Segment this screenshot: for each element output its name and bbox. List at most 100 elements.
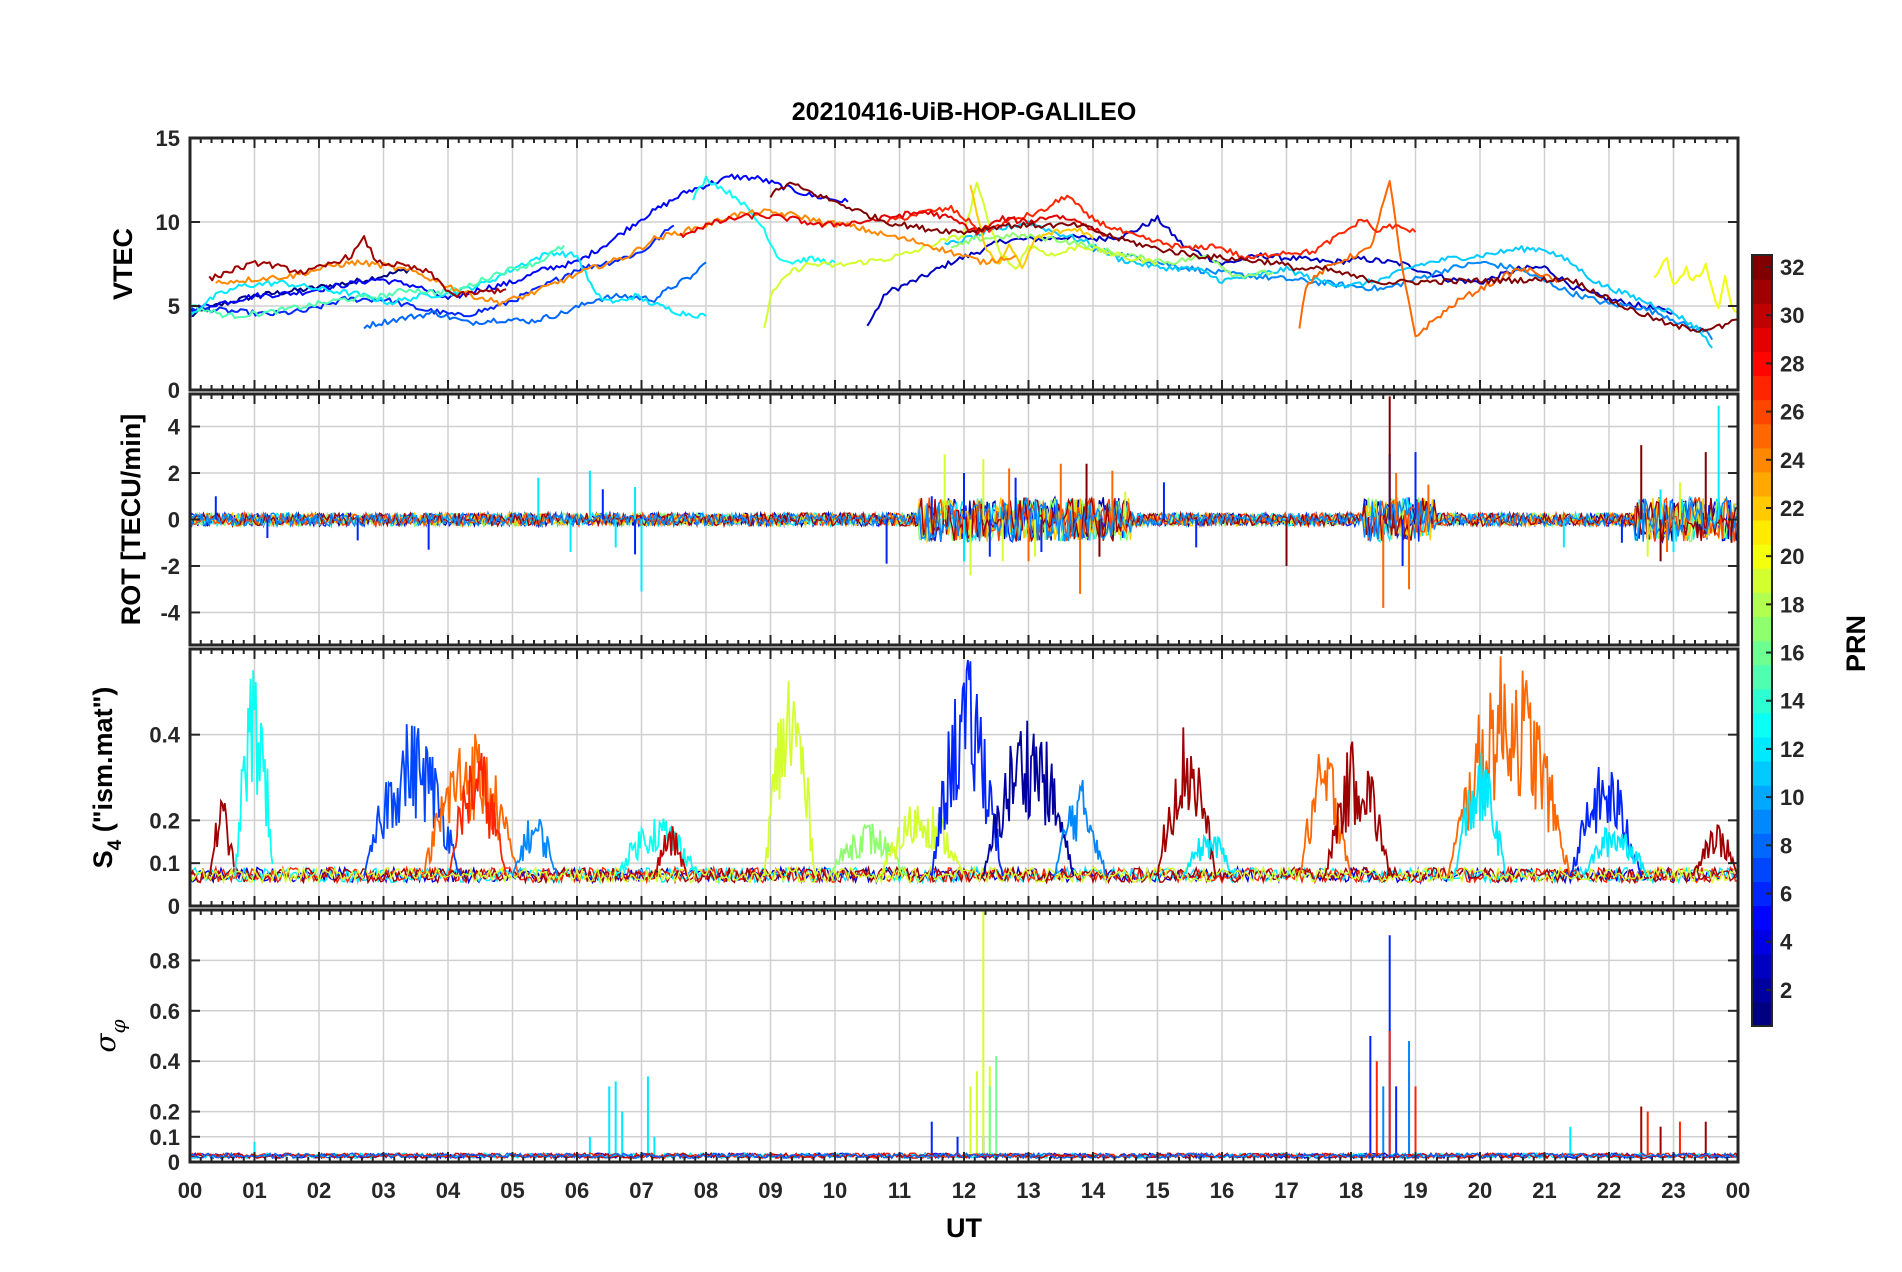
x-axis: 00 01 02 03 04 05 06 07 08 09 10 11 12 13 14 15 16 17 18 19… bbox=[178, 1178, 1750, 1203]
colorbar-swatch bbox=[1752, 929, 1772, 955]
x-tick-label: 18 bbox=[1339, 1178, 1363, 1203]
x-tick-label: 07 bbox=[629, 1178, 653, 1203]
vtec-line-prn-32 bbox=[769, 181, 1738, 333]
s4-burst-prn-6 bbox=[930, 659, 1004, 877]
s4-burst-prn-13 bbox=[234, 670, 274, 877]
x-tick-label: 10 bbox=[823, 1178, 847, 1203]
s4-burst-prn-30 bbox=[653, 826, 688, 877]
vtec-line-prn-5 bbox=[190, 173, 849, 313]
s4-burst-prn-6 bbox=[1569, 766, 1643, 877]
x-tick-label: 00 bbox=[1726, 1178, 1750, 1203]
colorbar-tick-label: 30 bbox=[1780, 303, 1804, 328]
y-tick-label: 15 bbox=[156, 126, 180, 151]
s4-burst-prn-25 bbox=[1446, 656, 1572, 877]
y-tick-label: 2 bbox=[168, 461, 180, 486]
colorbar-tick-label: 2 bbox=[1780, 978, 1792, 1003]
s4-burst-prn-12 bbox=[1182, 833, 1236, 877]
chart-title: 20210416-UiB-HOP-GALILEO bbox=[792, 98, 1137, 126]
colorbar-swatch bbox=[1752, 760, 1772, 786]
colorbar-swatch bbox=[1752, 664, 1772, 690]
colorbar-swatch bbox=[1752, 399, 1772, 425]
colorbar-swatch bbox=[1752, 495, 1772, 521]
panel-s4: 0 0.1 0.2 0.4 S4 ("ism.mat") bbox=[88, 647, 1740, 919]
colorbar-label: PRN bbox=[1841, 615, 1871, 672]
x-tick-label: 03 bbox=[371, 1178, 395, 1203]
s4-burst-prn-9 bbox=[511, 818, 559, 877]
colorbar-frame bbox=[1751, 254, 1773, 1027]
x-tick-label: 19 bbox=[1403, 1178, 1427, 1203]
x-tick-label: 11 bbox=[888, 1178, 911, 1203]
y-tick-label: 0.2 bbox=[149, 808, 180, 833]
series-group bbox=[190, 396, 1737, 608]
y-tick-label: 0.2 bbox=[149, 1100, 180, 1125]
x-tick-label: 17 bbox=[1274, 1178, 1298, 1203]
s4-burst-prn-31 bbox=[1156, 727, 1217, 877]
s4-burst-prn-12 bbox=[1582, 826, 1649, 877]
colorbar-swatch bbox=[1752, 785, 1772, 810]
x-tick-label: 14 bbox=[1081, 1178, 1106, 1203]
x-tick-label: 15 bbox=[1145, 1178, 1169, 1203]
y-tick-label: 0.4 bbox=[149, 723, 180, 748]
colorbar-tick-label: 20 bbox=[1780, 544, 1804, 569]
x-tick-label: 12 bbox=[952, 1178, 976, 1203]
colorbar-swatch bbox=[1752, 375, 1772, 401]
s4-burst-prn-25 bbox=[421, 733, 520, 877]
colorbar-tick-label: 24 bbox=[1780, 448, 1805, 473]
s4-burst-prn-19 bbox=[879, 805, 965, 877]
x-tick-label: 16 bbox=[1210, 1178, 1234, 1203]
vtec-line-prn-12 bbox=[190, 250, 707, 319]
vtec-line-prn-15 bbox=[190, 244, 565, 320]
colorbar-tick-label: 32 bbox=[1780, 255, 1804, 280]
colorbar-swatch bbox=[1752, 712, 1772, 738]
colorbar-tick-label: 26 bbox=[1780, 400, 1804, 425]
colorbar-swatch bbox=[1752, 255, 1772, 280]
y-tick-label: 0.8 bbox=[149, 948, 180, 973]
panel-rot: -4 -2 0 2 4 ROT [TECU/min] bbox=[116, 392, 1740, 647]
colorbar-swatch bbox=[1752, 977, 1772, 1003]
y-tick-label: 5 bbox=[168, 294, 180, 319]
vtec-line-prn-20 bbox=[1653, 256, 1738, 314]
colorbar-tick-label: 18 bbox=[1780, 592, 1804, 617]
vtec-line-prn-27 bbox=[885, 194, 1417, 260]
x-tick-label: 13 bbox=[1016, 1178, 1040, 1203]
x-tick-label: 02 bbox=[307, 1178, 331, 1203]
x-axis-label: UT bbox=[946, 1213, 982, 1243]
vtec-line-prn-24 bbox=[215, 208, 1017, 307]
s4-burst-prn-31 bbox=[208, 798, 235, 877]
y-tick-label: -2 bbox=[160, 554, 180, 579]
s4-burst-prn-9 bbox=[1053, 779, 1107, 877]
vtec-line-prn-25 bbox=[1298, 180, 1559, 338]
vtec-line-prn-8 bbox=[363, 261, 707, 330]
colorbar-tick-label: 16 bbox=[1780, 641, 1804, 666]
x-tick-label: 21 bbox=[1532, 1178, 1556, 1203]
s4-burst-prn-31 bbox=[1324, 741, 1391, 877]
colorbar-swatch bbox=[1752, 423, 1772, 449]
panel-sigma: 00.10.2 0.4 0.6 0.8 σφ bbox=[89, 908, 1740, 1175]
vtec-line-prn-29 bbox=[679, 210, 1107, 238]
vtec-line-prn-11 bbox=[944, 220, 1713, 349]
y-tick-label: -4 bbox=[160, 600, 180, 625]
colorbar-swatch bbox=[1752, 881, 1772, 907]
x-tick-label: 01 bbox=[242, 1178, 266, 1203]
vtec-line-prn-9 bbox=[1092, 247, 1714, 341]
series-group bbox=[190, 173, 1738, 349]
colorbar-tick-label: 10 bbox=[1780, 785, 1804, 810]
colorbar-tick-label: 8 bbox=[1780, 833, 1792, 858]
colorbar-tick-label: 14 bbox=[1780, 689, 1805, 714]
y-axis-label: VTEC bbox=[108, 228, 138, 300]
colorbar-tick-label: 22 bbox=[1780, 496, 1804, 521]
x-tick-label: 20 bbox=[1468, 1178, 1492, 1203]
s4-burst-prn-12 bbox=[1453, 752, 1507, 877]
y-tick-label: 0 bbox=[168, 1150, 180, 1175]
x-tick-label: 05 bbox=[500, 1178, 524, 1203]
colorbar-swatch bbox=[1752, 833, 1772, 858]
s4-baseline-prn-19 bbox=[190, 864, 1738, 886]
s4-burst-prn-27 bbox=[447, 752, 507, 877]
s4-burst-prn-19 bbox=[763, 680, 817, 877]
colorbar-swatch bbox=[1752, 447, 1772, 473]
x-tick-label: 00 bbox=[178, 1178, 202, 1203]
y-tick-label: 0 bbox=[168, 894, 180, 919]
x-tick-label: 22 bbox=[1597, 1178, 1621, 1203]
colorbar-swatch bbox=[1752, 544, 1772, 569]
